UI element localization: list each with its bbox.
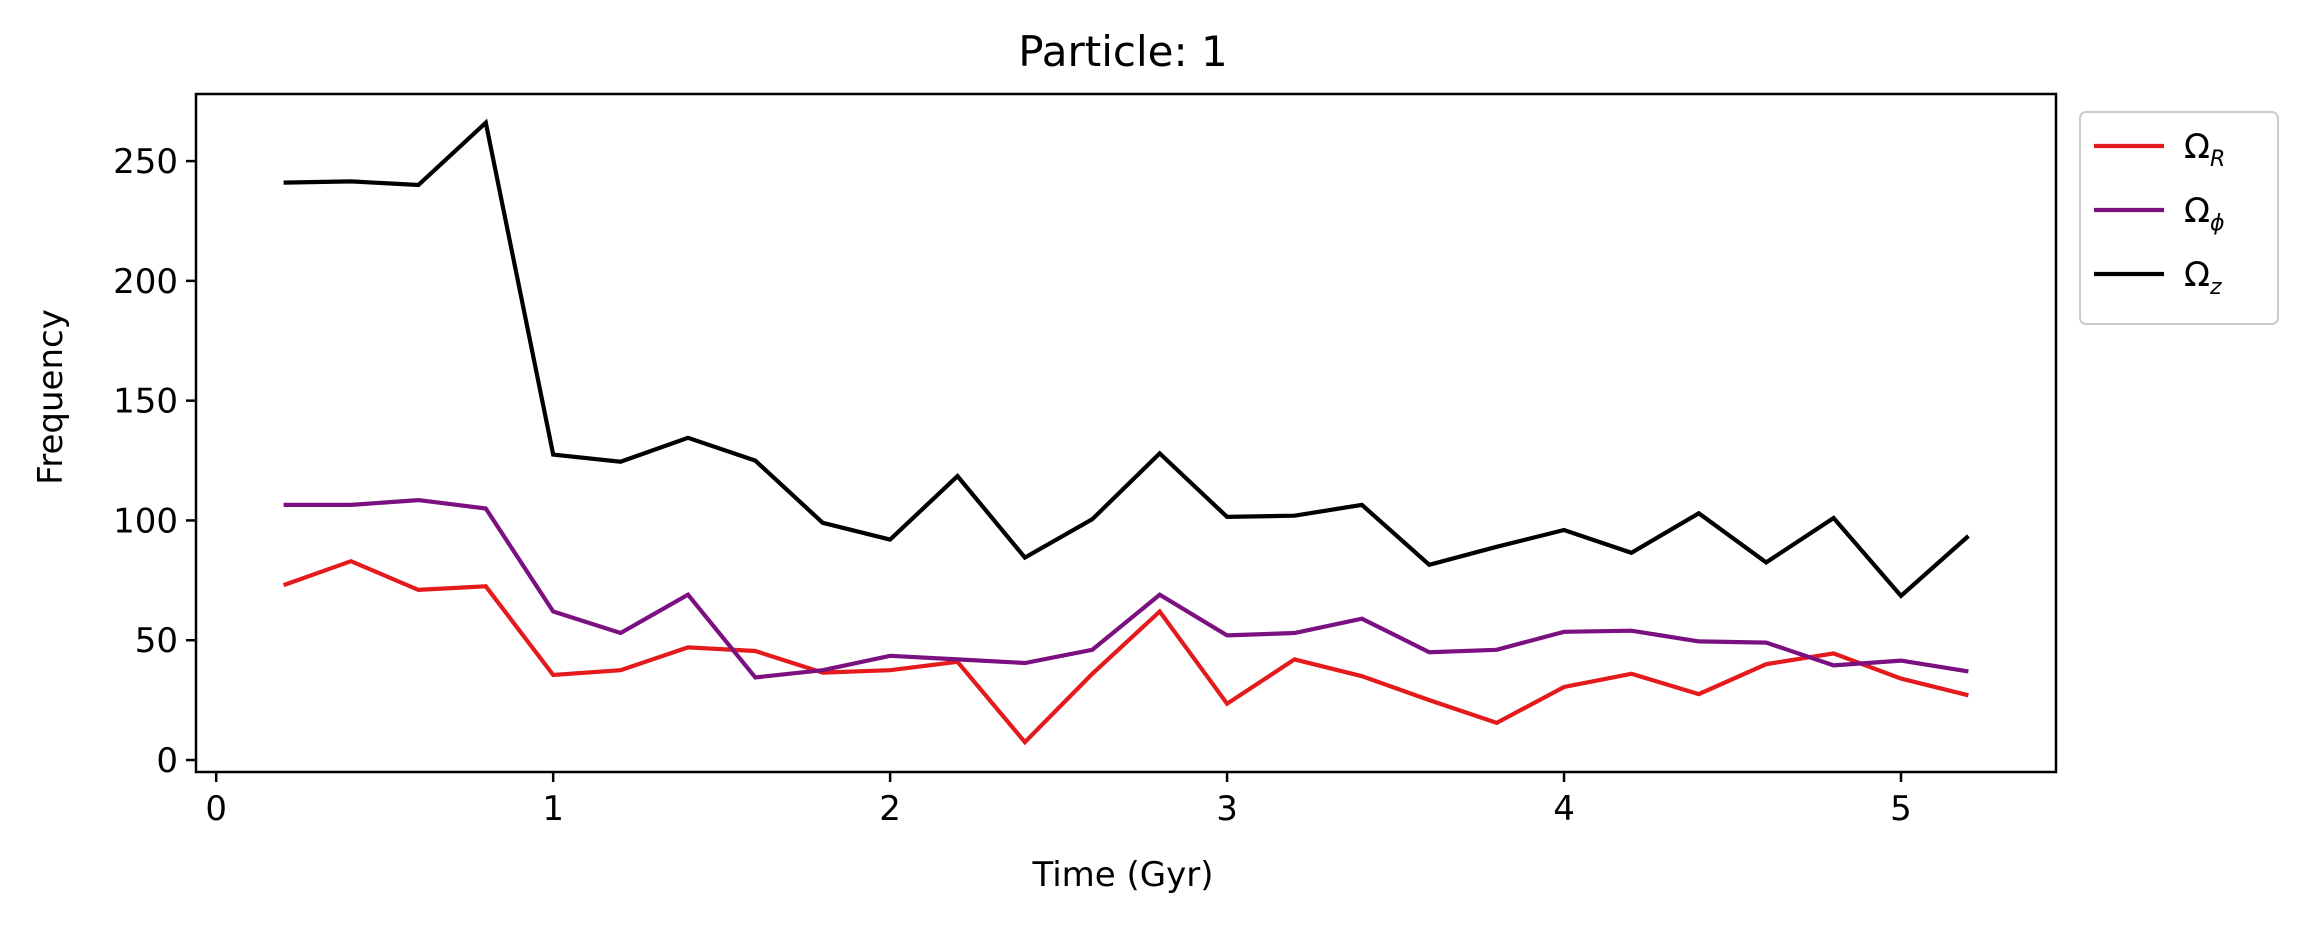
y-axis-label: Frequency: [31, 309, 71, 485]
x-tick-label: 0: [205, 789, 227, 829]
x-tick-label: 4: [1553, 789, 1575, 829]
series-line-3: [283, 118, 1970, 599]
y-tick-label: 200: [113, 262, 178, 302]
series-line-1: [282, 558, 1969, 746]
y-tick-label: 100: [113, 501, 178, 541]
x-tick-label: 5: [1890, 789, 1912, 829]
y-tick-label: 0: [156, 741, 178, 781]
x-axis-label: Time (Gyr): [1032, 855, 1214, 895]
plot-frame: [194, 92, 2058, 774]
series-line-2: [283, 497, 1969, 680]
legend-entry-1: ΩR: [2184, 127, 2225, 172]
x-tick-label: 2: [879, 789, 901, 829]
x-tick-label: 3: [1216, 789, 1238, 829]
x-tick-label: 1: [542, 789, 564, 829]
chart-title: Particle: 1: [1018, 27, 1227, 76]
y-tick-label: 50: [135, 621, 178, 661]
y-tick-label: 150: [113, 382, 178, 422]
legend-box: [2079, 111, 2279, 325]
y-tick-label: 250: [113, 142, 178, 182]
